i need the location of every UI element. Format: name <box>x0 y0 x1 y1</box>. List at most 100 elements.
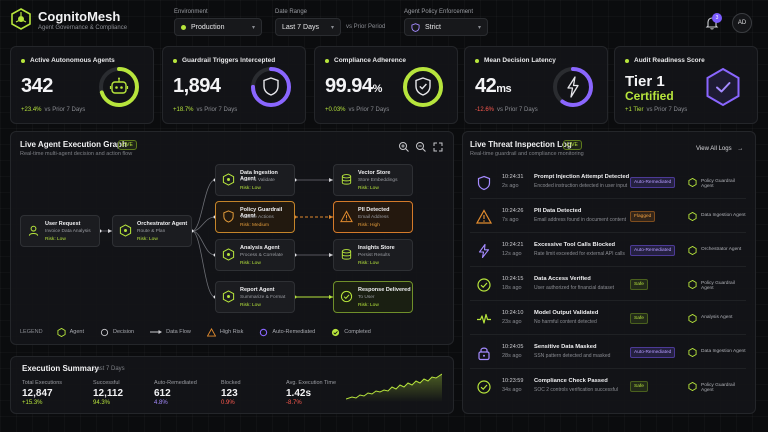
environment-select[interactable]: Production ▾ <box>174 18 262 36</box>
user-avatar[interactable]: AD <box>732 13 752 33</box>
legend-item-decision: Decision <box>100 328 134 337</box>
kpi-title: Guardrail Triggers Intercepted <box>173 57 275 64</box>
log-desc: SOC 2 controls verification successful <box>534 387 618 393</box>
execution-summary-panel <box>10 356 454 414</box>
node-policy-guardrail-agent[interactable]: Policy Guardrail Agent Validate Actions … <box>215 201 295 233</box>
audit-tier: Tier 1 <box>625 73 665 90</box>
log-ago: 2s ago <box>502 183 519 189</box>
kpi-compare-text: vs Prior 7 Days <box>497 107 538 113</box>
compare-period: vs Prior Period <box>346 24 386 30</box>
check-circle-icon <box>477 278 491 292</box>
status-badge: Safe <box>630 381 648 392</box>
kpi-compare-text: vs Prior 7 Days <box>348 107 390 113</box>
status-badge: Safe <box>630 313 648 324</box>
kpi-delta: +1 Tier vs Prior 7 Days <box>625 107 687 113</box>
hexagon-agent-icon <box>688 212 697 221</box>
log-time: 10:23:59 <box>502 378 524 384</box>
progress-ring <box>553 67 593 107</box>
log-ago: 18s ago <box>502 285 522 291</box>
threat-log-title: Live Threat Inspection Log <box>470 140 572 149</box>
kpi-title-text: Guardrail Triggers Intercepted <box>182 57 276 64</box>
progress-ring <box>403 67 443 107</box>
node-user-request[interactable]: User Request Invoice Data Analysis Risk:… <box>20 215 100 247</box>
kpi-title-text: Compliance Adherence <box>334 57 407 64</box>
kpi-delta-value: +1 Tier <box>625 107 644 113</box>
node-pii-detected[interactable]: PII Detected Email Address Risk: High <box>333 201 413 233</box>
log-row[interactable]: 10:24:05 28s ago Sensitive Data Masked S… <box>470 336 746 369</box>
log-row[interactable]: 10:24:10 23s ago Model Output Validated … <box>470 302 746 335</box>
node-analysis-agent[interactable]: Analysis Agent Process & Correlate Risk:… <box>215 239 295 271</box>
node-vector-store[interactable]: Vector Store Store Embeddings Risk: Low <box>333 164 413 196</box>
kpi-title-text: Active Autonomous Agents <box>30 57 115 64</box>
node-name: Orchestrator Agent <box>137 221 188 227</box>
node-orchestrator-agent[interactable]: Orchestrator Agent Route & Plan Risk: Lo… <box>112 215 192 247</box>
log-title: Sensitive Data Masked <box>534 344 597 350</box>
kpi-value: 99.94% <box>325 75 382 98</box>
chevron-down-icon: ▾ <box>251 24 255 31</box>
legend-item-agent: Agent <box>57 327 84 337</box>
view-all-logs-link[interactable]: View All Logs → <box>696 146 743 152</box>
progress-ring <box>99 67 139 107</box>
log-row[interactable]: 10:23:59 34s ago Compliance Check Passed… <box>470 370 746 403</box>
node-response-delivered[interactable]: Response Delivered To User Risk: Low <box>333 281 413 313</box>
log-agent: Data Ingestion Agent <box>701 213 746 218</box>
warning-icon <box>340 210 353 223</box>
hexagon-agent-icon <box>688 246 697 255</box>
log-ago: 12s ago <box>502 251 522 257</box>
bullet-dot <box>173 58 177 63</box>
kpi-value: 42ms <box>475 75 512 98</box>
date-range-select[interactable]: Last 7 Days ▾ <box>275 18 341 36</box>
live-badge: LIVE <box>563 140 582 150</box>
log-ago: 28s ago <box>502 353 522 359</box>
auto-remediated-icon <box>260 328 268 336</box>
zoom-in-icon[interactable] <box>398 141 410 153</box>
kpi-title-text: Mean Decision Latency <box>484 57 556 64</box>
log-time: 10:24:26 <box>502 208 524 214</box>
kpi-unit: % <box>372 83 383 95</box>
stat-value: 12,847 <box>22 388 53 399</box>
log-agent: Policy Guardrail Agent <box>701 383 735 393</box>
log-time: 10:24:05 <box>502 344 524 350</box>
log-desc: Email address found in document content <box>534 217 626 223</box>
certified-hex-icon <box>706 67 740 107</box>
node-desc: Store Embeddings <box>358 178 398 183</box>
log-row[interactable]: 10:24:21 12s ago Excessive Tool Calls Bl… <box>470 234 746 267</box>
environment-label: Environment <box>174 9 208 15</box>
check-circle-icon <box>477 380 491 394</box>
hexagon-agent-icon <box>222 173 235 186</box>
kpi-delta: +18.7% vs Prior 7 Days <box>173 107 237 113</box>
legend-label: Agent <box>69 329 84 335</box>
fullscreen-icon[interactable] <box>432 141 444 153</box>
log-row[interactable]: 10:24:15 18s ago Data Access Verified Us… <box>470 268 746 301</box>
node-desc: Process & Correlate <box>240 253 283 258</box>
log-row[interactable]: 10:24:31 2s ago Prompt Injection Attempt… <box>470 166 746 199</box>
log-desc: No harmful content detected <box>534 319 597 325</box>
status-dot-icon <box>181 24 186 30</box>
kpi-title-text: Audit Readiness Score <box>634 57 705 64</box>
kpi-title: Compliance Adherence <box>325 57 406 64</box>
hexagon-agent-icon <box>57 327 66 337</box>
stat-value: 12,112 <box>93 388 124 399</box>
zoom-out-icon[interactable] <box>415 141 427 153</box>
node-risk: Risk: Low <box>358 303 379 308</box>
node-insights-store[interactable]: Insights Store Persist Results Risk: Low <box>333 239 413 271</box>
audit-certified: Certified <box>625 89 674 103</box>
node-desc: Email Address <box>358 215 389 220</box>
shield-icon <box>263 77 279 96</box>
summary-period: Last 7 Days <box>93 366 125 372</box>
graph-title: Live Agent Execution Graph <box>20 140 127 149</box>
policy-select[interactable]: Strict ▾ <box>404 18 488 36</box>
view-all-label: View All Logs <box>696 146 732 152</box>
log-agent: Policy Guardrail Agent <box>701 179 735 189</box>
arrow-right-icon <box>150 330 163 334</box>
log-agent: Orchestrator Agent <box>701 247 742 252</box>
node-report-agent[interactable]: Report Agent Summarize & Format Risk: Lo… <box>215 281 295 313</box>
log-row[interactable]: 10:24:26 7s ago PII Data Detected Email … <box>470 200 746 233</box>
log-title: Excessive Tool Calls Blocked <box>534 242 616 248</box>
bolt-icon <box>567 76 579 98</box>
kpi-card-compliance: Compliance Adherence 99.94% +0.03% vs Pri… <box>314 46 458 124</box>
log-agent: Data Ingestion Agent <box>701 349 746 354</box>
status-badge: Safe <box>630 279 648 290</box>
node-data-ingestion-agent[interactable]: Data Ingestion Agent Fetch & Validate Ri… <box>215 164 295 196</box>
node-name: Insights Store <box>358 245 395 251</box>
